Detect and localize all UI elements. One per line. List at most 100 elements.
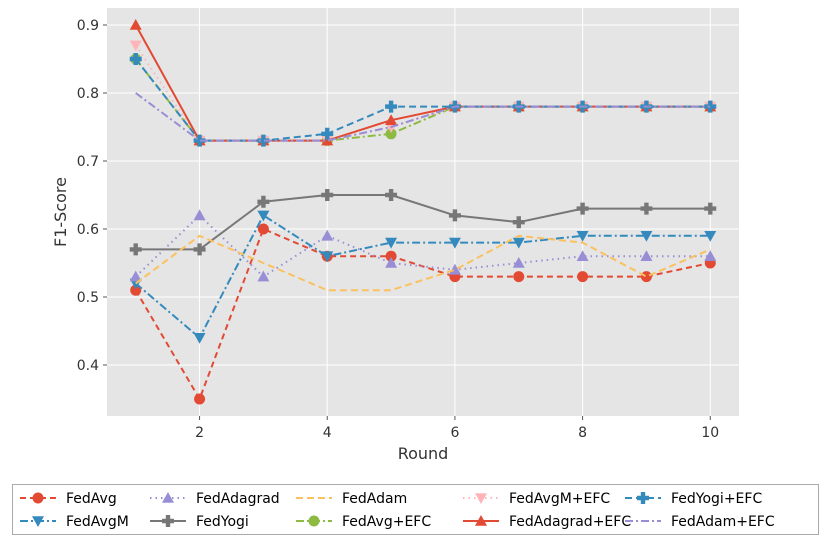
legend-marker-fedavg: [32, 492, 44, 504]
series-fedavg: [130, 223, 716, 405]
legend-item-fedyogi: FedYogi: [150, 514, 249, 530]
data-point-fedyogi: [129, 243, 142, 256]
data-point-fedadagrad: [704, 250, 717, 261]
data-point-fedavg: [577, 271, 589, 283]
data-point-fedadagrad: [640, 250, 653, 261]
data-point-fedyogi-efc: [385, 100, 398, 113]
y-tick-label: 0.6: [77, 222, 99, 238]
legend-item-fedadam-efc: FedAdam+EFC: [625, 514, 775, 530]
data-point-fedadagrad: [512, 257, 525, 268]
legend-marker-fedadagrad-efc: [475, 515, 487, 526]
data-point-fedavgm-efc: [129, 40, 142, 52]
legend-label-fedavg: FedAvg: [66, 491, 117, 507]
data-point-fedadagrad-efc: [129, 19, 142, 30]
data-point-fedavgm: [257, 210, 270, 222]
series-line-fedadam-efc: [135, 92, 711, 142]
legend-item-fedavgm: FedAvgM: [20, 514, 129, 530]
y-tick-label: 0.7: [77, 154, 99, 170]
legend-marker-fedyogi: [162, 515, 174, 527]
legend-label-fedadagrad-efc: FedAdagrad+EFC: [509, 514, 631, 530]
legend-marker-fedadagrad: [162, 492, 174, 503]
data-point-fedavgm: [640, 231, 653, 242]
legend-label-fedyogi-efc: FedYogi+EFC: [671, 491, 762, 507]
data-point-fedavg-efc: [385, 128, 397, 140]
data-point-fedadagrad: [321, 229, 334, 241]
series-line-fedyogi: [135, 194, 711, 251]
data-point-fedavg: [385, 250, 397, 262]
legend-marker-fedyogi-efc: [637, 492, 649, 504]
data-point-fedyogi: [385, 189, 398, 201]
legend-marker-fedavgm-efc: [475, 493, 487, 504]
legend-item-fedavgm-efc: FedAvgM+EFC: [463, 491, 610, 507]
data-point-fedyogi-efc: [704, 100, 717, 113]
data-point-fedavg: [257, 223, 269, 235]
data-point-fedadagrad: [193, 209, 206, 221]
x-tick-label: 2: [195, 425, 204, 441]
data-point-fedadagrad: [257, 270, 270, 282]
legend-marker-fedavg-efc: [308, 515, 320, 527]
data-point-fedavgm: [385, 237, 398, 249]
series-fedadam-efc: [135, 92, 711, 142]
data-point-fedavgm: [704, 231, 717, 242]
legend-label-fedavgm-efc: FedAvgM+EFC: [509, 491, 610, 507]
data-point-fedavg: [130, 284, 142, 296]
legend-item-fedadam: FedAdam: [296, 491, 407, 507]
data-point-fedadagrad: [448, 263, 461, 275]
data-point-fedyogi: [257, 195, 270, 208]
y-tick-label: 0.9: [77, 18, 99, 34]
legend-label-fedyogi: FedYogi: [196, 514, 249, 530]
legend-item-fedyogi-efc: FedYogi+EFC: [625, 491, 762, 507]
legend-label-fedadam: FedAdam: [342, 491, 407, 507]
legend-item-fedavg: FedAvg: [20, 491, 117, 507]
x-tick-label: 10: [701, 425, 719, 441]
data-point-fedyogi-efc: [257, 134, 270, 147]
legend-label-fedavgm: FedAvgM: [66, 514, 129, 530]
legend-label-fedavg-efc: FedAvg+EFC: [342, 514, 431, 530]
data-point-fedadagrad: [385, 257, 398, 268]
legend-item-fedadagrad: FedAdagrad: [150, 491, 280, 507]
y-tick-label: 0.4: [77, 358, 99, 374]
legend-item-fedavg-efc: FedAvg+EFC: [296, 514, 431, 530]
data-point-fedyogi: [576, 202, 589, 215]
y-tick-label: 0.8: [77, 86, 99, 102]
data-point-fedyogi: [448, 209, 461, 222]
data-point-fedavg: [640, 271, 652, 283]
data-point-fedyogi-efc: [193, 134, 206, 147]
data-point-fedyogi-efc: [321, 127, 334, 140]
data-point-fedadagrad-efc: [321, 134, 334, 146]
series-line-fedyogi-efc: [134, 58, 711, 142]
data-point-fedavgm: [193, 333, 206, 344]
data-point-fedavgm: [512, 237, 525, 249]
tick-labels: 2 4 6 8 10 0.4 0.5 0.6 0.7 0.8 0.9: [77, 18, 719, 441]
y-tick-label: 0.5: [77, 290, 99, 306]
series-line-fedadagrad: [135, 214, 711, 278]
legend-label-fedadagrad: FedAdagrad: [196, 491, 280, 507]
data-point-fedyogi: [512, 216, 525, 229]
data-point-fedyogi: [704, 202, 717, 215]
x-tick-label: 8: [578, 425, 587, 441]
data-point-fedavgm: [448, 237, 461, 249]
data-point-fedadagrad: [129, 270, 142, 282]
x-tick-label: 6: [450, 425, 459, 441]
series-line-fedadam: [135, 234, 711, 292]
legend-label-fedadam-efc: FedAdam+EFC: [671, 514, 775, 530]
y-axis-label: F1-Score: [51, 177, 70, 247]
data-point-fedyogi-efc: [129, 53, 142, 65]
legend-frame: [12, 484, 819, 535]
data-point-fedyogi: [640, 202, 653, 215]
x-axis-label: Round: [398, 444, 449, 463]
data-point-fedadagrad-efc: [385, 114, 398, 125]
x-tick-label: 4: [323, 425, 332, 441]
data-point-fedadagrad: [576, 250, 589, 261]
series-fedadagrad: [129, 209, 717, 282]
data-point-fedavg: [513, 271, 525, 283]
plot-background: [107, 8, 739, 416]
series-line-fedavg: [134, 228, 711, 400]
data-point-fedavgm: [321, 251, 334, 263]
legend: FedAvg FedAvgM FedAdagrad FedYogi FedAdam Fed…: [12, 484, 819, 535]
data-point-fedavgm: [576, 231, 589, 242]
data-point-fedavg: [194, 393, 206, 405]
series-layer: [129, 19, 717, 405]
data-point-fedyogi: [321, 189, 334, 201]
